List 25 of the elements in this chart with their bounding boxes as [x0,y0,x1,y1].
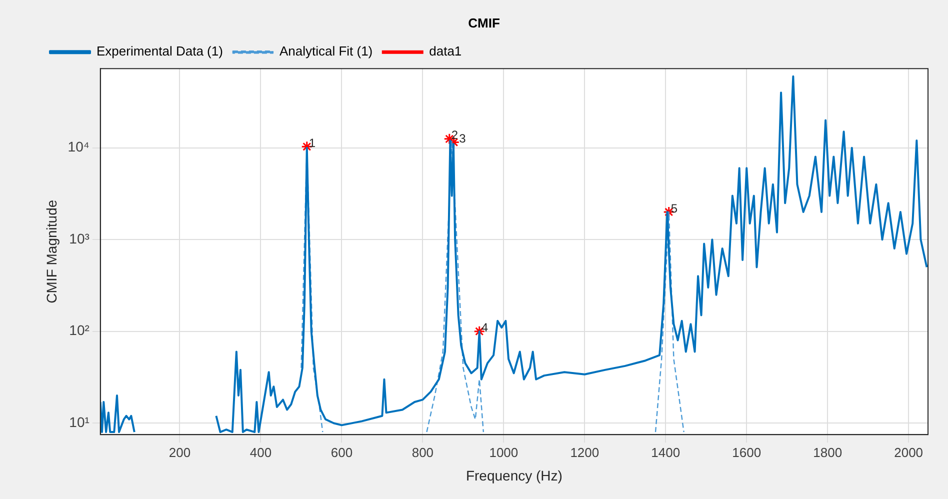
x-tick-label: 1200 [570,444,600,460]
x-tick-label: 1600 [732,444,762,460]
legend-label: Experimental Data (1) [96,44,223,59]
y-tick-label: 10¹ [69,414,90,430]
y-tick-label: 10⁴ [68,138,90,155]
legend-label: Analytical Fit (1) [279,44,373,59]
annotation: 3 [459,132,466,146]
x-tick-label: 400 [250,444,272,460]
x-tick-label: 800 [412,444,434,460]
annotation: 5 [670,201,678,216]
x-axis-title: Frequency (Hz) [466,467,562,484]
x-tick-label: 200 [168,444,191,460]
y-axis-title: CMIF Magnitude [43,200,60,304]
chart-title: CMIF [468,15,500,30]
annotation: 2 [451,128,458,142]
y-tick-label: 10³ [69,230,90,246]
annotation: 4 [481,320,488,335]
x-tick-label: 1400 [651,444,680,460]
x-tick-label: 2000 [894,444,924,460]
legend-label: data1 [429,44,462,59]
x-tick-label: 1800 [813,444,842,460]
x-tick-label: 1000 [489,444,518,460]
x-tick-label: 600 [330,444,353,460]
annotation: 1 [308,136,316,150]
y-tick-label: 10² [69,322,90,338]
